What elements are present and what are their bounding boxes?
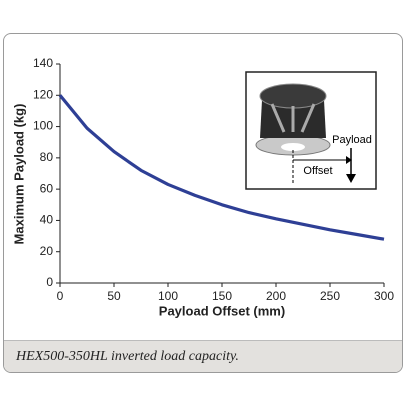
x-axis-label: Payload Offset (mm) (159, 303, 285, 318)
caption: HEX500-350HL inverted load capacity. (4, 340, 402, 372)
y-tick-label: 140 (33, 56, 53, 70)
hexapod-struts (270, 103, 316, 133)
hexapod-hole (281, 143, 305, 151)
x-tick-label: 150 (212, 289, 232, 303)
line (58, 94, 385, 241)
y-tick-label: 40 (40, 213, 54, 227)
x-tick-label: 50 (107, 289, 121, 303)
offset-arrowhead (346, 156, 352, 164)
x-tick-label: 200 (266, 289, 286, 303)
payload-arrowhead (346, 174, 356, 183)
y-tick-label: 100 (33, 119, 53, 133)
y-tick-label: 120 (33, 87, 53, 101)
chart: Payload Offset (mm) Maximum Payload (kg)… (11, 56, 394, 318)
y-tick-label: 20 (40, 244, 54, 258)
inset: Payload Offset (245, 71, 377, 190)
x-tick-label: 100 (158, 289, 178, 303)
annotation: Offset (303, 165, 332, 177)
y-tick-label: 0 (46, 275, 53, 289)
y-tick-label: 80 (40, 150, 54, 164)
x-tick-label: 0 (57, 289, 64, 303)
x-tick-label: 250 (320, 289, 340, 303)
annotation: Payload (332, 134, 372, 146)
hexapod-top (259, 83, 327, 109)
y-tick-label: 60 (40, 181, 54, 195)
y-axis-label: Maximum Payload (kg) (11, 104, 26, 245)
x-tick-label: 300 (374, 289, 394, 303)
